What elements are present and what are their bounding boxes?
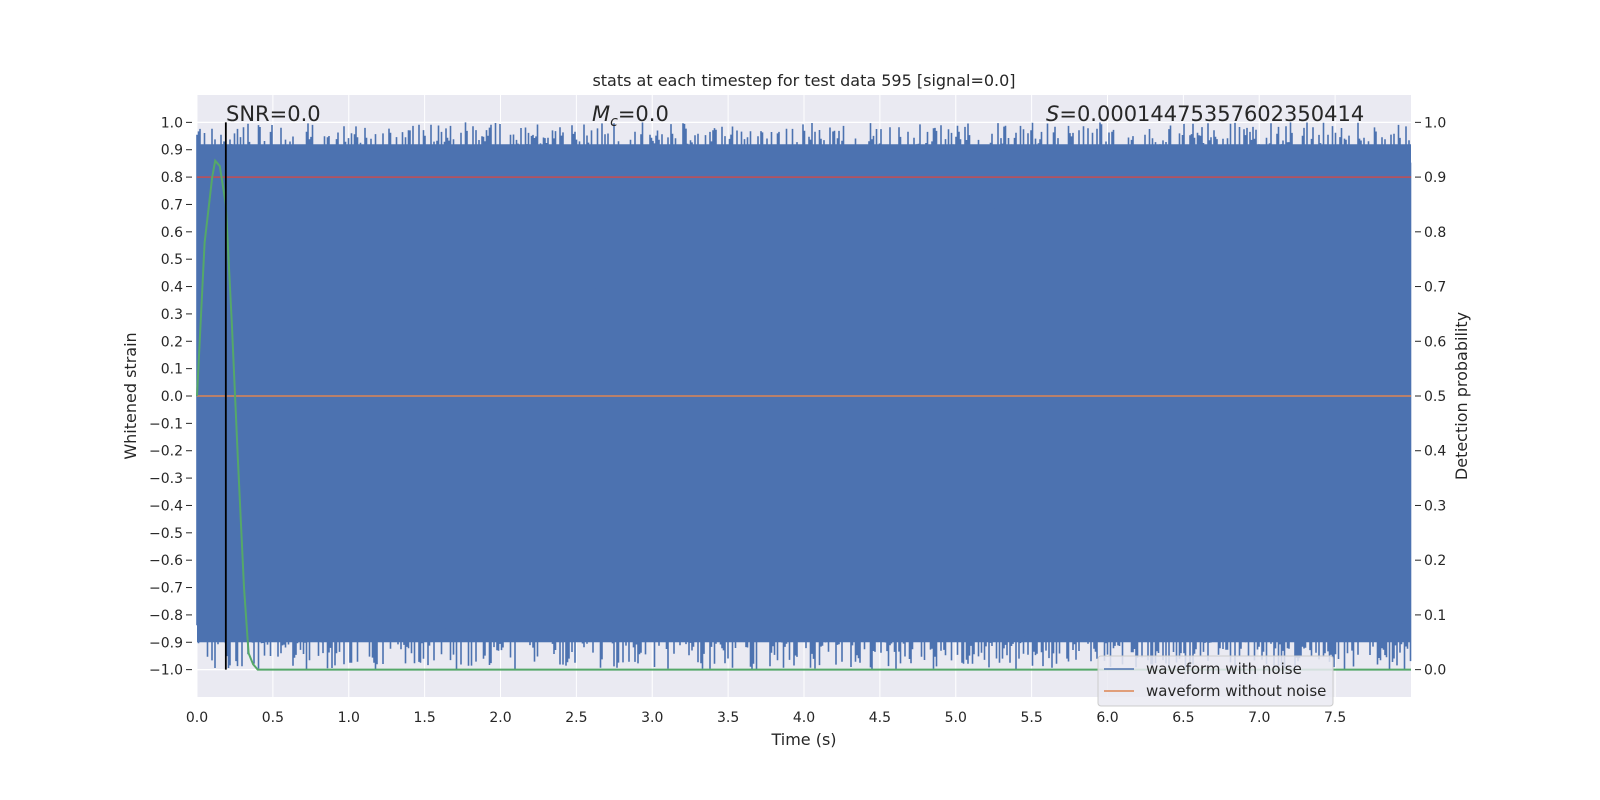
y-right-tick-label: 0.2 (1424, 553, 1446, 569)
snr-annotation: SNR=0.0 (226, 102, 321, 126)
tick-labels: 0.0 0.5 1.0 1.5 2.0 2.5 3.0 3.5 4.0 4.5 5.0 5.5 6.0 6… (149, 115, 1446, 726)
chirp-mass-symbol: M (592, 102, 610, 126)
y-tick-label: 0.8 (161, 170, 183, 186)
y-tick-label: 0.3 (161, 307, 183, 323)
x-tick-label: 3.0 (641, 710, 663, 726)
s-value: =0.00014475357602350414 (1059, 102, 1364, 126)
y-right-tick-label: 0.6 (1424, 334, 1446, 350)
x-axis-label: Time (s) (770, 730, 836, 749)
y-tick-label: −0.2 (149, 444, 183, 460)
y-tick-label: −0.3 (149, 471, 183, 487)
x-tick-label: 5.5 (1020, 710, 1042, 726)
y-tick-label: −0.6 (149, 553, 183, 569)
legend-label-clean: waveform without noise (1146, 682, 1326, 700)
y-tick-label: 1.0 (161, 115, 183, 131)
x-tick-label: 4.0 (793, 710, 815, 726)
y-right-tick-label: 1.0 (1424, 115, 1446, 131)
chirp-mass-value: =0.0 (618, 102, 669, 126)
y-tick-label: 0.0 (161, 389, 183, 405)
x-tick-label: 3.5 (717, 710, 739, 726)
legend-label-noise: waveform with noise (1146, 660, 1302, 678)
y-tick-label: 0.5 (161, 252, 183, 268)
y-axis-label: Whitened strain (121, 332, 140, 459)
x-tick-label: 1.5 (413, 710, 435, 726)
x-tick-label: 7.5 (1324, 710, 1346, 726)
s-symbol: S (1046, 102, 1059, 126)
y-tick-label: −0.5 (149, 526, 183, 542)
y-tick-label: 0.2 (161, 334, 183, 350)
x-tick-label: 4.5 (869, 710, 891, 726)
legend-box (1097, 655, 1334, 707)
y-right-tick-label: 0.7 (1424, 280, 1446, 296)
series-layer (196, 122, 1412, 671)
x-tick-label: 0.0 (186, 710, 208, 726)
y-right-tick-label: 0.1 (1424, 608, 1446, 624)
x-tick-label: 5.0 (945, 710, 967, 726)
x-tick-label: 0.5 (262, 710, 284, 726)
y-right-tick-label: 0.8 (1424, 225, 1446, 241)
y-tick-label: −0.9 (149, 635, 183, 651)
y-tick-label: 0.4 (161, 280, 183, 296)
y-tick-label: −0.7 (149, 581, 183, 597)
x-tick-label: 6.5 (1172, 710, 1194, 726)
y-right-tick-label: 0.5 (1424, 389, 1446, 405)
x-tick-label: 1.0 (338, 710, 360, 726)
chirp-mass-subscript: c (610, 114, 618, 130)
y-right-tick-label: 0.3 (1424, 498, 1446, 514)
x-tick-label: 2.0 (489, 710, 511, 726)
y-right-tick-label: 0.4 (1424, 444, 1446, 460)
y-tick-label: −0.4 (149, 498, 183, 514)
y-right-tick-label: 0.9 (1424, 170, 1446, 186)
y-tick-label: 0.9 (161, 143, 183, 159)
s-statistic-annotation: S=0.00014475357602350414 (1046, 102, 1364, 126)
x-tick-label: 7.0 (1248, 710, 1270, 726)
y-tick-label: −0.8 (149, 608, 183, 624)
legend: waveform with noise waveform without noi… (1097, 655, 1334, 707)
x-tick-label: 6.0 (1096, 710, 1118, 726)
probability-curve (196, 158, 1411, 671)
y-axis-right-label: Detection probability (1452, 312, 1471, 480)
y-tick-label: 0.7 (161, 197, 183, 213)
x-tick-label: 2.5 (565, 710, 587, 726)
chart-title: stats at each timestep for test data 595… (592, 71, 1015, 90)
chirp-mass-annotation: Mc=0.0 (592, 102, 669, 130)
y-tick-label: −0.1 (149, 416, 183, 432)
y-tick-label: −1.0 (149, 663, 183, 679)
y-right-tick-label: 0.0 (1424, 663, 1446, 679)
y-tick-label: 0.1 (161, 362, 183, 378)
y-tick-label: 0.6 (161, 225, 183, 241)
